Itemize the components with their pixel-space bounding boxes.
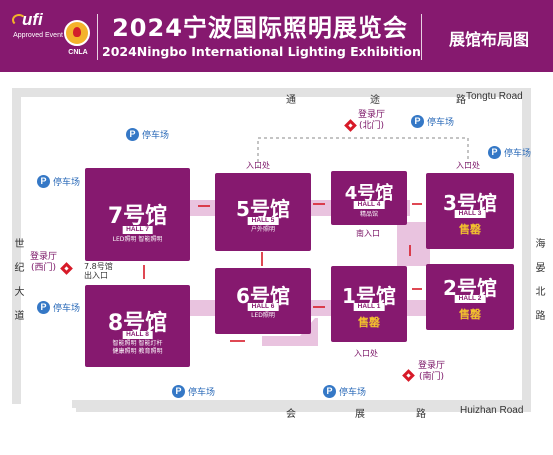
road-north-char-2: 途 (370, 95, 380, 106)
corridor-link (262, 318, 318, 346)
parking-icon: P (172, 384, 185, 398)
hall78-entrance-label: 7.8号馆 出入口 (84, 262, 113, 280)
parking-east: P 停车场 (488, 145, 531, 159)
hall-2-tag: HALL 2 (454, 295, 486, 303)
entrance-label-hall3: 入口处 (456, 161, 480, 170)
registration-north: 登录厅 (北门) (358, 110, 386, 131)
road-south-english: Huizhan Road (460, 405, 524, 416)
hall-2[interactable]: 2号馆 HALL 2 售罄 (426, 264, 514, 330)
hall-8-subtitle-2: 健康照明 教育照明 (112, 348, 163, 355)
road-south-char-2: 展 (355, 409, 365, 420)
ufi-swirl-icon (12, 14, 26, 26)
hall-8[interactable]: 8号馆 HALL 8 智能照明 智能灯杆 健康照明 教育照明 (85, 285, 190, 367)
hall-5[interactable]: 5号馆 HALL 5 户外照明 (215, 173, 311, 251)
hall-4-title: 4号馆 (344, 183, 394, 204)
hall-6-tag: HALL 6 (247, 303, 279, 311)
hall-5-tag: HALL 5 (247, 217, 279, 225)
hall-7-tag: HALL 7 (122, 226, 153, 234)
road-north-char-3: 路 (456, 95, 466, 106)
entrance-label-hall5: 入口处 (246, 161, 270, 170)
hall-4-subtitle: 精品馆 (359, 211, 378, 218)
parking-icon: P (411, 114, 424, 128)
road-west: 世纪大道 (12, 238, 23, 334)
hall-4[interactable]: 4号馆 HALL 4 精品馆 (331, 171, 407, 225)
parking-label: 停车场 (188, 387, 216, 398)
south-road-band (76, 403, 531, 412)
registration-south: 登录厅 (南门) (418, 361, 446, 382)
parking-south-east: P 停车场 (323, 384, 366, 398)
north-gate-dashed-route (257, 137, 469, 168)
parking-west-lower: P 停车场 (37, 300, 80, 314)
hall-2-status: 售罄 (459, 308, 481, 321)
hall-3-status: 售罄 (459, 223, 481, 236)
road-south-char-1: 会 (286, 409, 296, 420)
parking-label: 停车场 (427, 117, 455, 128)
header-banner: ufi Approved Event CNLA 2024宁波国际照明展览会 20… (0, 0, 553, 72)
title-english: 2024Ningbo International Lighting Exhibi… (102, 44, 421, 59)
parking-icon: P (488, 145, 501, 159)
hall-8-tag: HALL 8 (122, 331, 153, 339)
hall-1-status: 售罄 (358, 316, 380, 329)
hall-8-subtitle-1: 智能照明 智能灯杆 (112, 340, 163, 347)
hall-6-subtitle: LED照明 (251, 312, 275, 319)
title-chinese: 2024宁波国际照明展览会 (112, 14, 408, 42)
parking-label: 停车场 (53, 303, 81, 314)
parking-icon: P (37, 174, 50, 188)
hall-4-tag: HALL 4 (353, 201, 385, 209)
hall-7-title: 7号馆 (107, 204, 168, 229)
hall-3[interactable]: 3号馆 HALL 3 售罄 (426, 173, 514, 249)
hall-7-subtitle: LED照明 智能照明 (112, 236, 163, 243)
entrance-label-hall1: 入口处 (354, 349, 378, 358)
parking-west-upper: P 停车场 (37, 174, 80, 188)
road-north-char-1: 通 (286, 95, 296, 106)
hall-3-tag: HALL 3 (454, 210, 486, 218)
cnia-logo: CNLA (68, 49, 88, 56)
parking-label: 停车场 (142, 130, 170, 141)
cnia-emblem-icon (64, 20, 90, 46)
south-entrance-label: 南入口 (356, 229, 380, 238)
connection-arrows (143, 203, 422, 342)
logo-group: ufi Approved Event CNLA (6, 8, 94, 64)
parking-icon: P (323, 384, 336, 398)
east-road-band (522, 88, 531, 412)
parking-label: 停车场 (53, 177, 81, 188)
header-divider-left (97, 14, 98, 60)
ufi-caption: Approved Event (13, 32, 63, 39)
road-east: 海晏北路 (533, 238, 544, 334)
header-divider-right (421, 14, 422, 60)
hall-6[interactable]: 6号馆 HALL 6 LED照明 (215, 268, 311, 334)
west-road-band (12, 88, 21, 404)
parking-icon: P (37, 300, 50, 314)
parking-north-west: P 停车场 (126, 127, 169, 141)
hall-1-tag: HALL 1 (353, 303, 385, 311)
parking-icon: P (126, 127, 139, 141)
page-subtitle: 展馆布局图 (448, 30, 529, 49)
parking-label: 停车场 (504, 148, 532, 159)
parking-label: 停车场 (339, 387, 367, 398)
hall-7[interactable]: 7号馆 HALL 7 LED照明 智能照明 (85, 168, 190, 261)
registration-west: 登录厅 (西门) (30, 252, 58, 273)
hall-1[interactable]: 1号馆 HALL 1 售罄 (331, 266, 407, 342)
hall-5-subtitle: 户外照明 (250, 226, 275, 233)
ufi-logo: ufi (22, 10, 43, 29)
north-road-band (12, 88, 531, 97)
parking-south-west: P 停车场 (172, 384, 215, 398)
corridor-center (397, 222, 430, 266)
parking-north-east: P 停车场 (411, 114, 454, 128)
road-north-english: Tongtu Road (466, 91, 523, 102)
road-south-char-3: 路 (416, 409, 426, 420)
